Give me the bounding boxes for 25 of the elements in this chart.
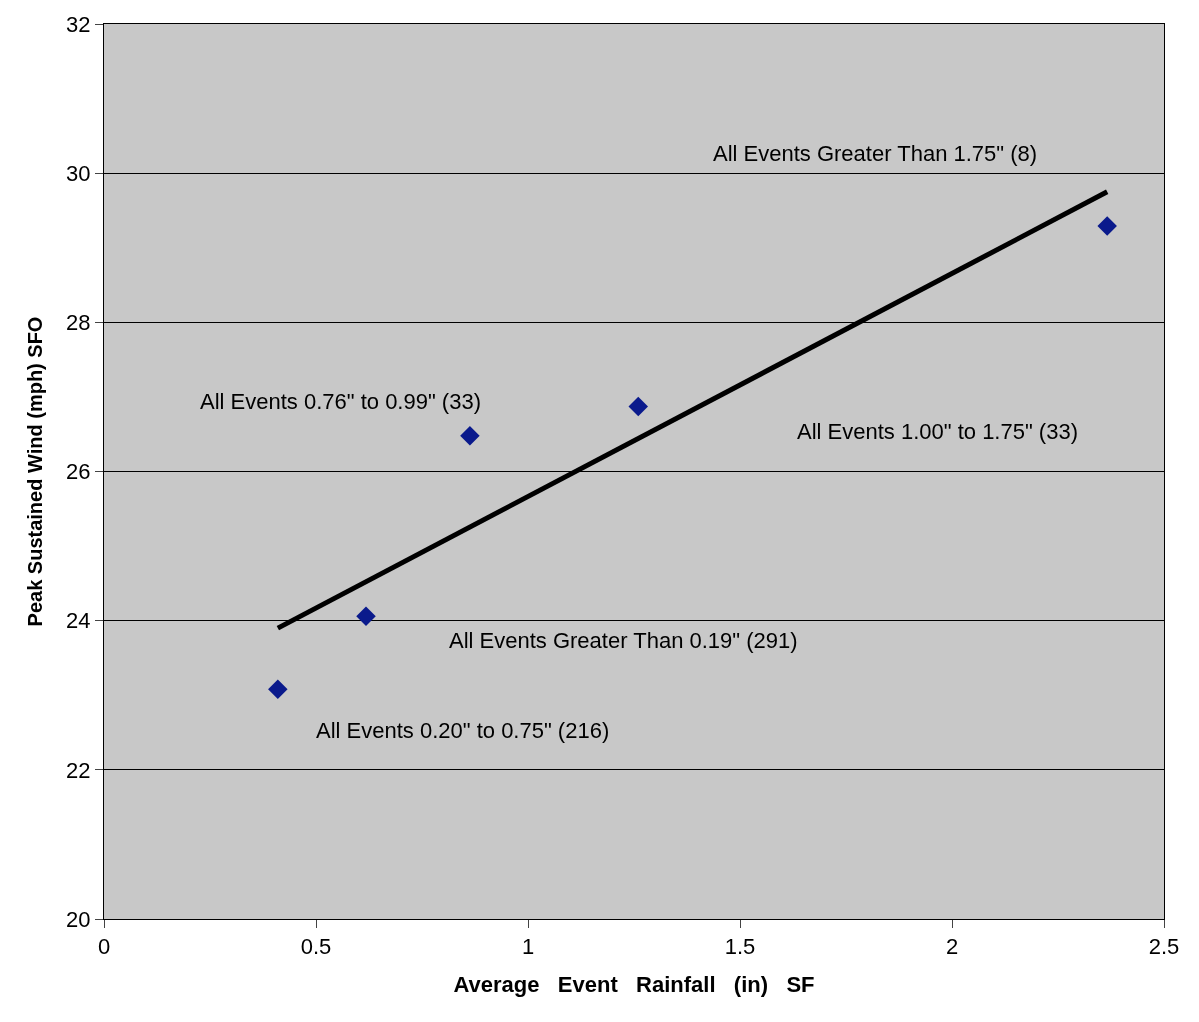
x-tick-label: 0.5 xyxy=(300,934,332,960)
annotation: All Events 0.20" to 0.75" (216) xyxy=(316,718,610,743)
y-tick-label: 32 xyxy=(66,11,91,37)
point xyxy=(1097,216,1117,236)
x-axis-title: Average Event Rainfall (in) SF xyxy=(453,972,815,998)
annotation: All Events Greater Than 1.75" (8) xyxy=(713,141,1038,166)
annotation: All Events Greater Than 0.19" (291) xyxy=(449,628,798,653)
x-tick-label: 1.5 xyxy=(724,934,756,960)
point xyxy=(628,396,648,417)
y-tick-label: 26 xyxy=(66,459,91,485)
y-tick-label: 22 xyxy=(66,757,91,783)
x-tick-label: 2 xyxy=(945,934,959,960)
y-axis-title: Peak Sustained Wind (mph) SFO xyxy=(23,316,46,627)
annotation: All Events 0.76" to 0.99" (33) xyxy=(200,389,481,414)
y-tick-label: 30 xyxy=(66,160,91,186)
x-tick-label: 2.5 xyxy=(1148,934,1180,960)
y-tick-label: 24 xyxy=(66,608,91,634)
point xyxy=(460,425,480,446)
point xyxy=(356,606,376,626)
y-tick-label: 28 xyxy=(66,310,91,336)
y-tick-label: 20 xyxy=(66,906,91,932)
annotation: All Events 1.00" to 1.75" (33) xyxy=(797,419,1078,444)
x-tick-label: 1 xyxy=(521,934,535,960)
point xyxy=(268,679,288,700)
x-tick-label: 0 xyxy=(97,934,111,960)
